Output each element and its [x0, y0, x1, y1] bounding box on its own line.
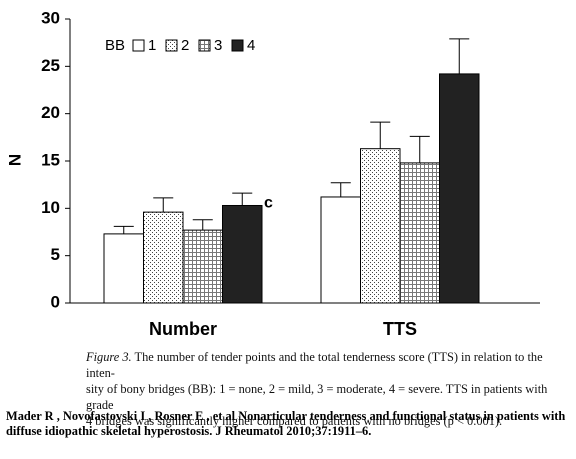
bar [439, 73, 480, 304]
citation-line: diffuse idiopathic skeletal hyperostosis… [6, 424, 372, 438]
bar [182, 229, 223, 304]
bar [320, 196, 361, 304]
caption: Figure 3. The number of tender points an… [86, 349, 566, 429]
error-bar [409, 135, 430, 163]
y-tick-label: 20 [41, 103, 60, 122]
citation-line: Mader R , Novofastovski I , Rosner E , e… [6, 409, 566, 423]
y-tick-label: 10 [41, 198, 60, 217]
caption-line: Figure 3. The number of tender points an… [86, 349, 566, 381]
y-tick-label: 30 [41, 8, 60, 27]
legend-label: 1 [148, 37, 156, 54]
error-bar [232, 192, 253, 206]
x-tick-label: Number [149, 319, 217, 339]
y-tick-label: 15 [41, 150, 60, 169]
bar [143, 211, 184, 304]
y-tick-label: 0 [51, 292, 60, 311]
caption-line: 4 bridges was significantly higher compa… [86, 414, 503, 428]
y-tick-label: 5 [51, 245, 60, 264]
bar [222, 204, 263, 304]
caption-line: sity of bony bridges (BB): 1 = none, 2 =… [86, 382, 548, 412]
error-bar [113, 225, 134, 234]
bar [360, 148, 401, 304]
legend-swatch [165, 39, 178, 52]
y-axis-label: N [5, 154, 24, 166]
citation: Mader R , Novofastovski I , Rosner E , e… [6, 409, 572, 439]
legend-label: 3 [214, 37, 222, 54]
legend-label: 4 [247, 37, 255, 54]
bar [399, 162, 440, 304]
error-bar [192, 219, 213, 231]
error-bar [449, 38, 470, 74]
bar [103, 233, 144, 304]
caption-text: The number of tender points and the tota… [86, 350, 543, 380]
error-bar [330, 182, 351, 197]
caption-label: Figure 3. [86, 350, 132, 364]
y-tick-label: 25 [41, 56, 60, 75]
legend-swatch [198, 39, 211, 52]
error-bar [153, 197, 174, 213]
annotation: c [264, 195, 273, 212]
legend-label: 2 [181, 37, 189, 54]
legend-swatch [231, 39, 244, 52]
chart: N 0 5 10 15 20 25 30 Number c TTS BB 1 2 3 4 [5, 8, 540, 339]
x-tick-label: TTS [383, 319, 417, 339]
legend-swatch [132, 39, 145, 52]
legend-title: BB [105, 37, 125, 54]
error-bar [370, 121, 391, 149]
